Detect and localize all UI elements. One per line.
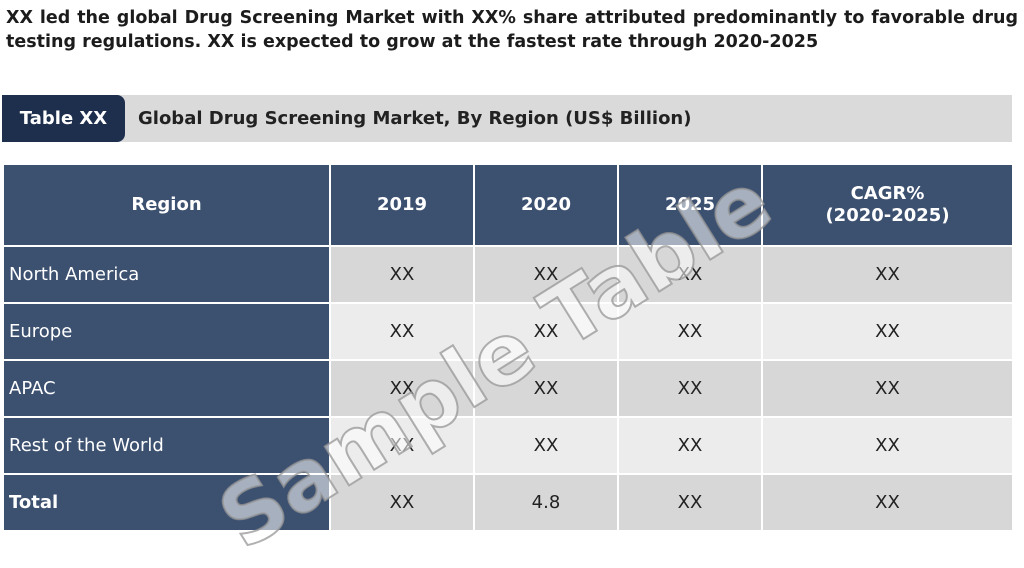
header-region: Region — [4, 165, 329, 245]
header-2020: 2020 — [475, 165, 617, 245]
region-cell: APAC — [4, 361, 329, 416]
value-cell: XX — [331, 475, 473, 530]
value-cell: XX — [763, 475, 1012, 530]
header-2019: 2019 — [331, 165, 473, 245]
value-cell: 4.8 — [475, 475, 617, 530]
table-caption-bar: Table XX Global Drug Screening Market, B… — [2, 95, 1012, 142]
table-header-row: Region 2019 2020 2025 CAGR% (2020-2025) — [4, 165, 1012, 245]
table-title: Global Drug Screening Market, By Region … — [138, 108, 692, 129]
total-row: Total XX 4.8 XX XX — [4, 475, 1012, 530]
region-cell: North America — [4, 247, 329, 302]
header-2025: 2025 — [619, 165, 761, 245]
market-table: Region 2019 2020 2025 CAGR% (2020-2025) … — [2, 163, 1014, 532]
value-cell: XX — [475, 304, 617, 359]
value-cell: XX — [475, 247, 617, 302]
value-cell: XX — [331, 304, 473, 359]
table-row: APAC XX XX XX XX — [4, 361, 1012, 416]
value-cell: XX — [763, 304, 1012, 359]
value-cell: XX — [763, 418, 1012, 473]
value-cell: XX — [331, 418, 473, 473]
region-cell: Rest of the World — [4, 418, 329, 473]
value-cell: XX — [619, 418, 761, 473]
value-cell: XX — [619, 304, 761, 359]
value-cell: XX — [619, 475, 761, 530]
table-row: Rest of the World XX XX XX XX — [4, 418, 1012, 473]
value-cell: XX — [331, 361, 473, 416]
value-cell: XX — [475, 418, 617, 473]
value-cell: XX — [619, 361, 761, 416]
value-cell: XX — [475, 361, 617, 416]
table-row: North America XX XX XX XX — [4, 247, 1012, 302]
region-cell: Total — [4, 475, 329, 530]
value-cell: XX — [619, 247, 761, 302]
intro-paragraph: XX led the global Drug Screening Market … — [6, 8, 1018, 52]
table-number-tag: Table XX — [2, 95, 125, 142]
value-cell: XX — [763, 361, 1012, 416]
value-cell: XX — [331, 247, 473, 302]
value-cell: XX — [763, 247, 1012, 302]
region-cell: Europe — [4, 304, 329, 359]
header-cagr: CAGR% (2020-2025) — [763, 165, 1012, 245]
table-row: Europe XX XX XX XX — [4, 304, 1012, 359]
